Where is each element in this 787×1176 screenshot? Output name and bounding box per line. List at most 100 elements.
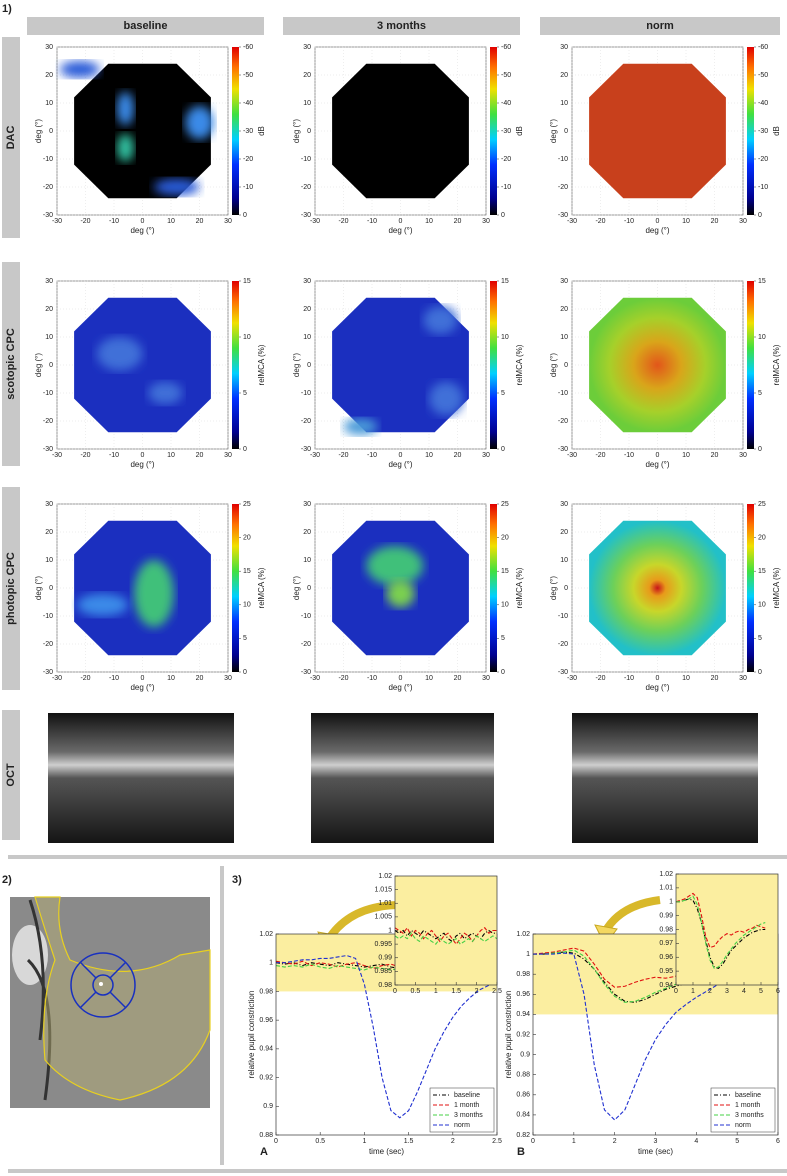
colorbar-tick-label: 25 [758, 501, 766, 508]
y-tick-label: 0 [49, 585, 53, 592]
colorbar-tick-label: 10 [501, 334, 509, 341]
y-tick-label: -10 [558, 390, 568, 397]
y-tick-label: 20 [45, 529, 53, 536]
panel-letter: A [260, 1146, 268, 1158]
colorbar [490, 47, 497, 215]
x-tick-label: 6 [776, 988, 780, 995]
legend-label: 1 month [735, 1102, 760, 1109]
x-tick-label: 30 [482, 675, 490, 682]
arrow [324, 901, 401, 943]
y-tick-label: 0.94 [516, 1011, 530, 1018]
x-tick-label: 0 [656, 218, 660, 225]
colorbar-label: relMCA (%) [515, 567, 524, 608]
heatmap [589, 520, 726, 656]
heatmap-blob [116, 133, 134, 162]
colorbar-tick-label: 25 [501, 501, 509, 508]
y-tick-label: 10 [560, 557, 568, 564]
x-tick-label: 10 [425, 452, 433, 459]
colorbar-label: relMCA (%) [772, 567, 781, 608]
x-axis-label: deg (°) [645, 683, 669, 692]
x-tick-label: 30 [482, 452, 490, 459]
legend-label: baseline [454, 1092, 480, 1099]
x-tick-label: 0 [399, 218, 403, 225]
colorbar-tick-label: 20 [501, 534, 509, 541]
y-tick-label: 10 [560, 100, 568, 107]
y-tick-label: 0.98 [378, 982, 392, 989]
x-tick-label: -10 [367, 675, 377, 682]
heatmap-blob [148, 381, 183, 405]
y-tick-label: 0.82 [516, 1132, 530, 1139]
y-tick-label: 20 [303, 72, 311, 79]
colorbar-tick-label: 15 [758, 278, 766, 285]
y-tick-label: 20 [45, 306, 53, 313]
x-tick-label: -30 [52, 218, 62, 225]
colorbar [747, 504, 754, 672]
map-panel: -30-30 -20 -20 -10 -10 0 0 10 10 20 20 30 30 deg (°) d… [292, 501, 524, 692]
y-tick-label: -20 [301, 641, 311, 648]
x-tick-label: -10 [367, 452, 377, 459]
y-tick-label: 1 [388, 927, 392, 934]
x-axis-label: deg (°) [645, 226, 669, 235]
x-tick-label: 20 [711, 675, 719, 682]
x-tick-label: 6 [776, 1138, 780, 1145]
x-tick-label: 1.5 [404, 1138, 414, 1145]
x-tick-label: 2 [451, 1138, 455, 1145]
legend-label: 1 month [454, 1102, 479, 1109]
y-tick-label: 0.84 [516, 1112, 530, 1119]
y-tick-label: -30 [301, 446, 311, 453]
x-tick-label: 1 [691, 988, 695, 995]
colorbar-tick-label: 0 [501, 446, 505, 453]
map-panel: -30-30 -20 -20 -10 -10 0 0 10 10 20 20 30 30 deg (°) d… [549, 501, 781, 692]
colorbar-tick-label: -60 [501, 44, 511, 51]
series-line [394, 926, 497, 946]
colorbar-tick-label: 10 [501, 602, 509, 609]
series-line [276, 954, 498, 1119]
y-axis-label: deg (°) [549, 353, 558, 377]
y-tick-label: -20 [558, 418, 568, 425]
series-line [676, 898, 766, 969]
colorbar-tick-label: -60 [758, 44, 768, 51]
series-line [675, 892, 766, 949]
highlight-band [395, 876, 497, 985]
x-tick-label: -20 [595, 452, 605, 459]
y-tick-label: 0.995 [374, 941, 392, 948]
y-axis-label: relative pupil constriction [247, 991, 256, 1079]
x-tick-label: 3 [654, 1138, 658, 1145]
colorbar-tick-label: 0 [243, 446, 247, 453]
y-tick-label: 1.01 [378, 900, 392, 907]
heatmap [332, 63, 469, 199]
x-tick-label: 0.5 [411, 988, 421, 995]
x-tick-label: 30 [739, 675, 747, 682]
y-tick-label: -10 [43, 156, 53, 163]
y-tick-label: -20 [43, 641, 53, 648]
legend-label: baseline [735, 1092, 761, 1099]
x-tick-label: 0 [393, 988, 397, 995]
x-tick-label: -30 [567, 218, 577, 225]
map-panel: -30-30 -20 -20 -10 -10 0 0 10 10 20 20 30 30 deg (°) d… [292, 278, 524, 469]
colorbar-tick-label: 0 [758, 669, 762, 676]
colorbar-tick-label: 5 [758, 635, 762, 642]
colorbar-label: relMCA (%) [515, 344, 524, 385]
colorbar-tick-label: 5 [501, 390, 505, 397]
column-header: baseline [123, 20, 167, 32]
y-tick-label: 0.98 [659, 926, 673, 933]
y-tick-label: -30 [301, 212, 311, 219]
x-tick-label: -20 [338, 452, 348, 459]
y-tick-label: 30 [45, 501, 53, 508]
x-axis-label: deg (°) [388, 460, 412, 469]
y-tick-label: 0.95 [659, 968, 673, 975]
y-tick-label: -30 [43, 669, 53, 676]
colorbar-label: dB [257, 126, 266, 136]
x-axis-label: deg (°) [130, 683, 154, 692]
heatmap [74, 297, 211, 433]
y-tick-label: 0 [564, 585, 568, 592]
heatmap-blob [96, 337, 143, 371]
x-tick-label: 20 [196, 452, 204, 459]
colorbar-tick-label: 15 [243, 278, 251, 285]
y-tick-label: 20 [45, 72, 53, 79]
colorbar-tick-label: -20 [758, 156, 768, 163]
colorbar-label: dB [772, 126, 781, 136]
y-tick-label: 20 [560, 306, 568, 313]
panel-letter: B [517, 1146, 525, 1158]
